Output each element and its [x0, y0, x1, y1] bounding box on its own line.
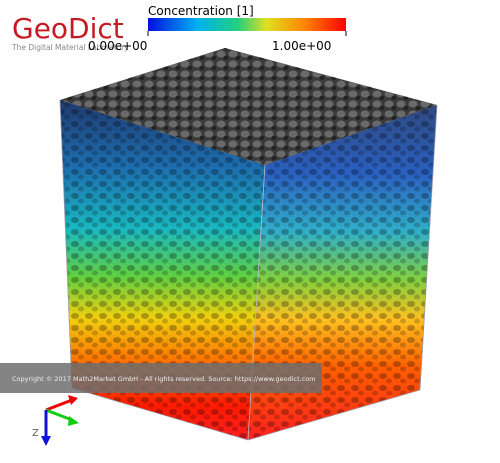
cube-top-texture — [60, 48, 437, 165]
copyright-band — [0, 363, 322, 393]
colorbar-title: Concentration [1] — [148, 4, 254, 18]
cube-right-texture — [248, 105, 437, 440]
y-axis-arrow — [45, 408, 73, 422]
logo-tagline: The Digital Material Laboratory — [11, 43, 129, 52]
logo: GeoDict — [12, 12, 124, 45]
z-arrow-head — [41, 436, 51, 446]
z-axis-label: Z — [32, 428, 39, 439]
cube-front-texture — [60, 100, 265, 440]
copyright: Copyright © 2017 Math2Market GmbH - All … — [12, 375, 316, 383]
x-axis-arrow — [45, 398, 73, 412]
colorbar-min-label: 0.00e+00 — [88, 39, 147, 53]
y-arrow-head — [68, 416, 79, 426]
axis-triad: Z — [32, 395, 79, 446]
cube-edge — [247, 164, 266, 441]
colorbar-max-label: 1.00e+00 — [272, 39, 331, 53]
colorbar — [148, 18, 346, 31]
x-arrow-head — [68, 395, 78, 405]
volume-render — [59, 48, 438, 441]
